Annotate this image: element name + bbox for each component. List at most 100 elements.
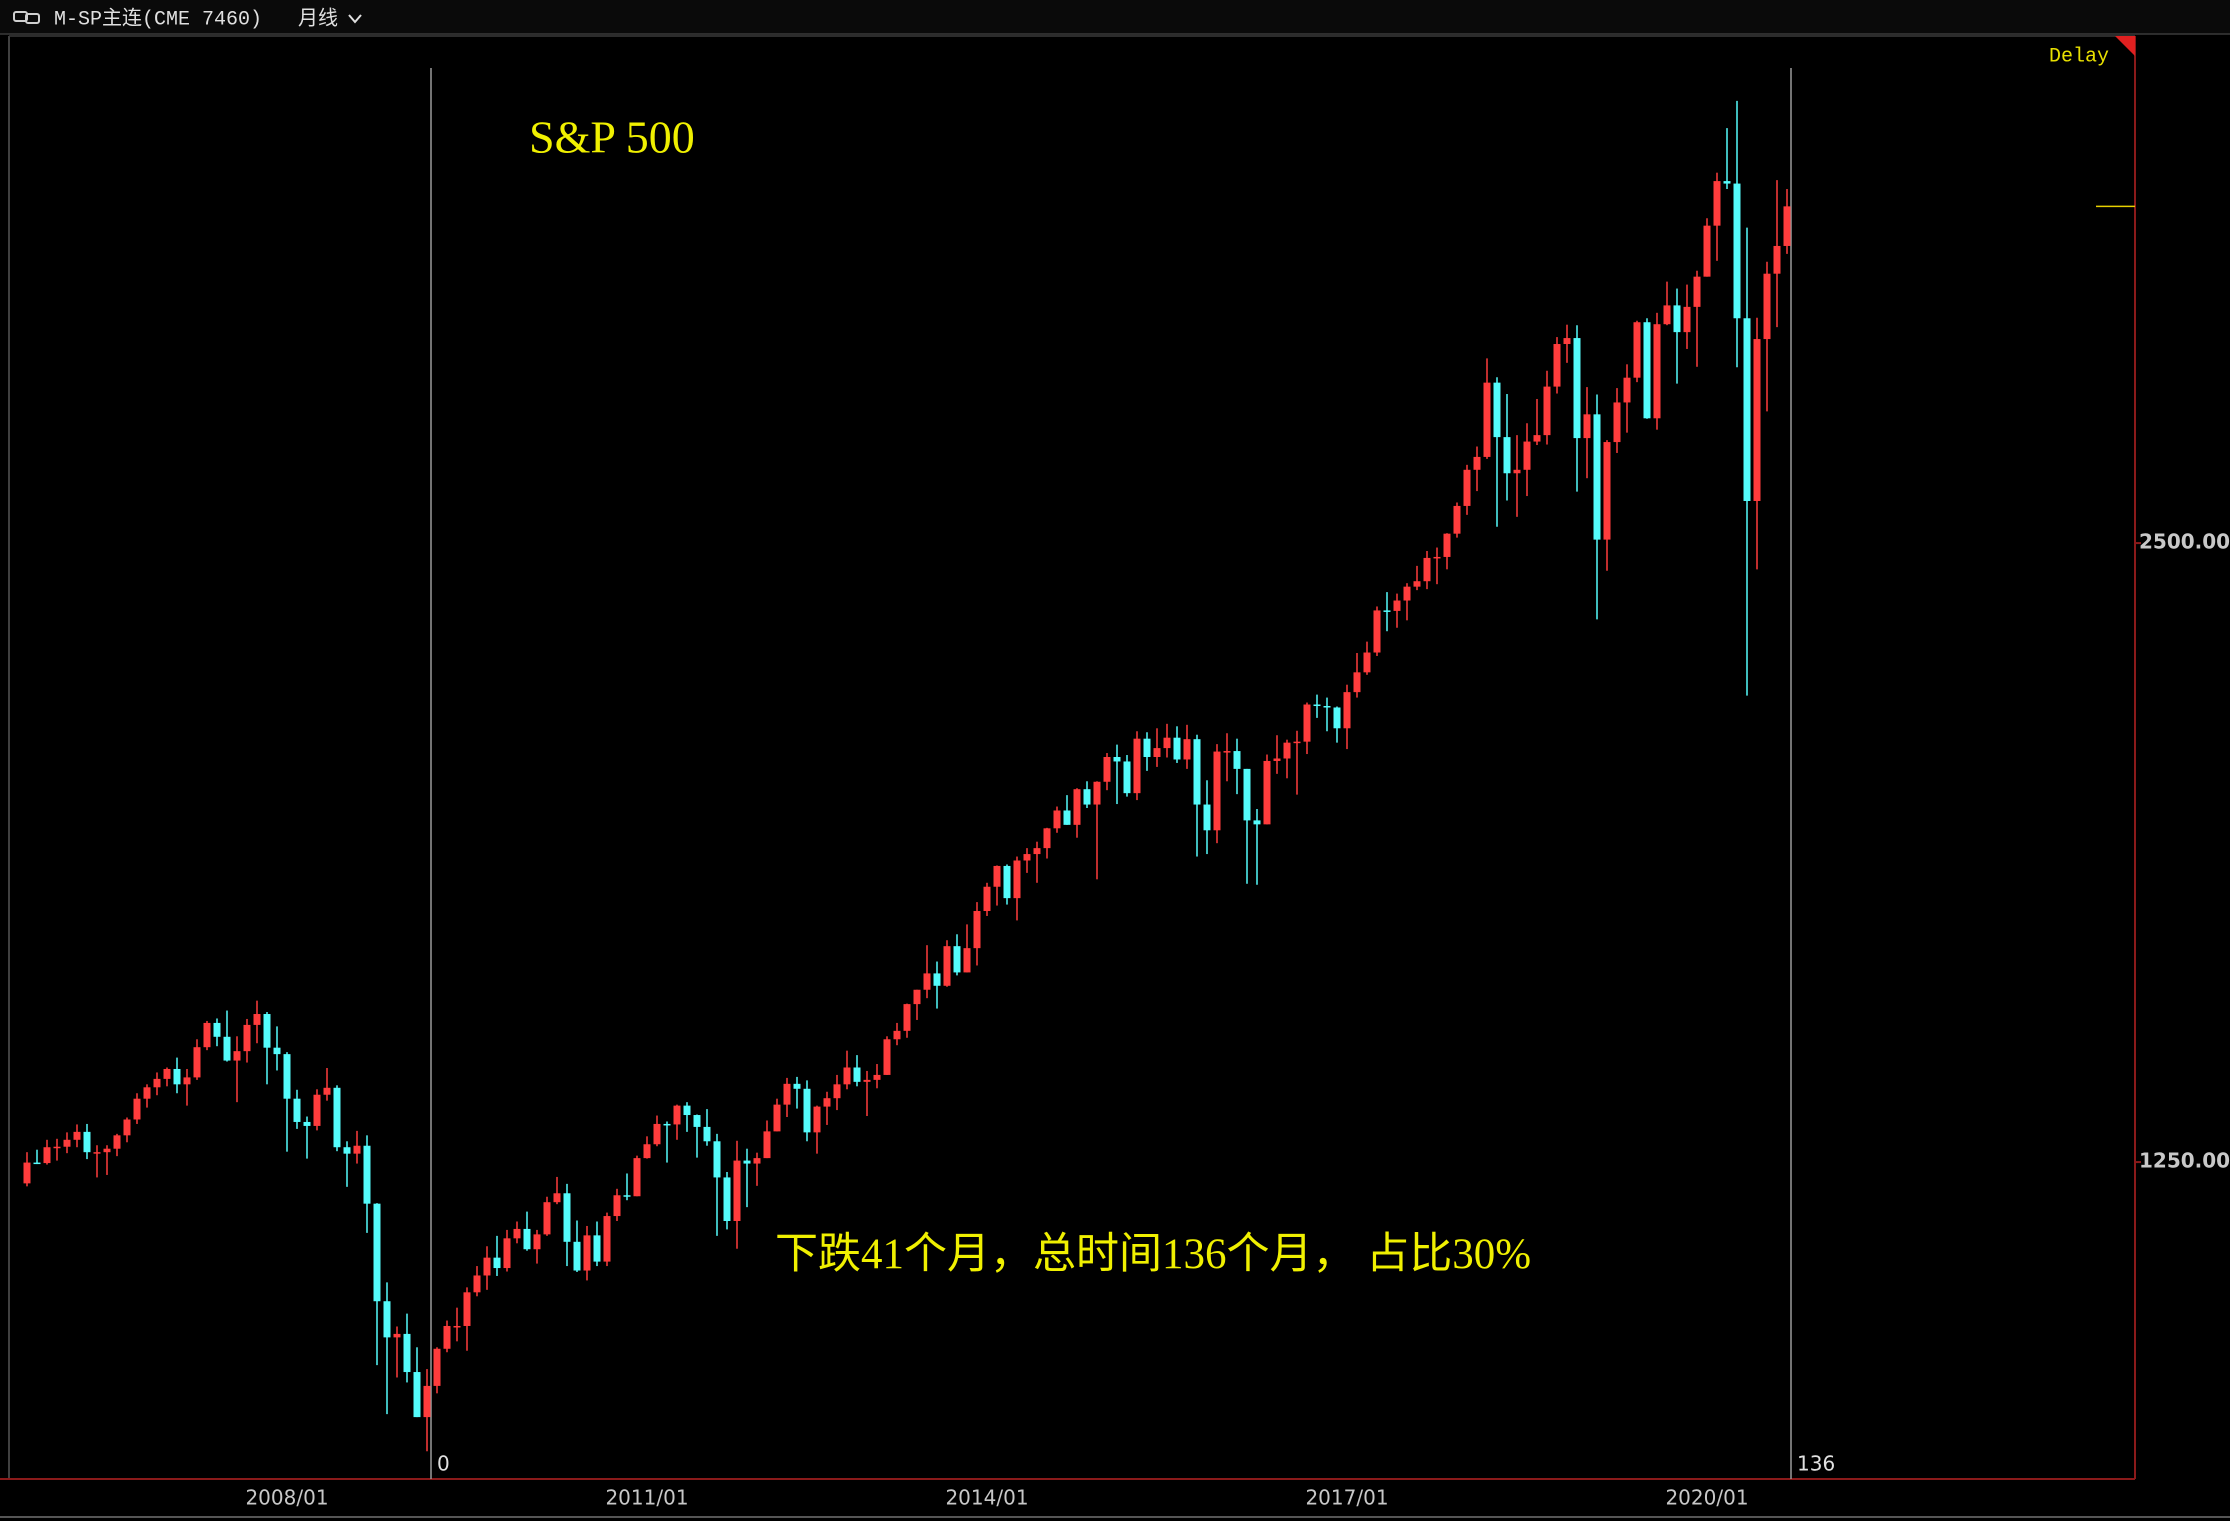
candle-body bbox=[1373, 610, 1381, 653]
candle-body bbox=[653, 1123, 661, 1145]
candle-body bbox=[1593, 414, 1601, 540]
candle-body bbox=[1723, 181, 1731, 184]
candle-body bbox=[943, 946, 951, 986]
candle-body bbox=[1133, 738, 1141, 794]
candle-body bbox=[263, 1014, 271, 1048]
candle-body bbox=[153, 1078, 161, 1088]
candle-body bbox=[1673, 305, 1681, 333]
candle-body bbox=[293, 1098, 301, 1122]
candle-body bbox=[1003, 865, 1011, 899]
candle-body bbox=[1263, 760, 1271, 825]
candle-body bbox=[1553, 344, 1561, 387]
candle-body bbox=[1633, 322, 1641, 378]
candle-body bbox=[1393, 600, 1401, 611]
candle-body bbox=[863, 1079, 871, 1082]
annotation: 下跌41个月，总时间136个月， 占比30% bbox=[775, 1231, 1531, 1278]
candle-body bbox=[993, 865, 1001, 887]
candle-body bbox=[343, 1147, 351, 1154]
candle-body bbox=[703, 1126, 711, 1142]
candle-body bbox=[963, 948, 971, 973]
candle-body bbox=[893, 1030, 901, 1040]
candle-body bbox=[733, 1160, 741, 1222]
candle-body bbox=[333, 1087, 341, 1148]
candle-body bbox=[1303, 704, 1311, 742]
candle-body bbox=[253, 1014, 261, 1025]
candle-body bbox=[1213, 751, 1221, 831]
candle-body bbox=[573, 1241, 581, 1271]
candle-body bbox=[613, 1195, 621, 1217]
candle-body bbox=[513, 1228, 521, 1239]
candle-body bbox=[533, 1234, 541, 1250]
candle-body bbox=[603, 1216, 611, 1262]
x-tick-label: 2014/01 bbox=[945, 1486, 1028, 1510]
period-dropdown-arrow[interactable] bbox=[348, 14, 362, 24]
candle-body bbox=[1143, 738, 1151, 758]
candle-body bbox=[563, 1193, 571, 1242]
candle-body bbox=[43, 1147, 51, 1164]
instrument-title: M-SP主连(CME 7460) bbox=[54, 6, 262, 31]
x-tick-label: 2017/01 bbox=[1305, 1486, 1388, 1510]
candle-body bbox=[1103, 757, 1111, 782]
candle-body bbox=[483, 1257, 491, 1276]
candle-body bbox=[83, 1131, 91, 1153]
period-selector[interactable]: 月线 bbox=[298, 6, 338, 30]
candle-body bbox=[73, 1131, 81, 1140]
candle-body bbox=[1413, 581, 1421, 587]
candle-body bbox=[173, 1068, 181, 1085]
candle-body bbox=[1683, 306, 1691, 333]
candle-body bbox=[273, 1047, 281, 1055]
candle-body bbox=[903, 1004, 911, 1031]
candle-body bbox=[1743, 318, 1751, 501]
candle-body bbox=[973, 911, 981, 949]
candle-body bbox=[313, 1094, 321, 1126]
candle-body bbox=[813, 1106, 821, 1133]
candle-body bbox=[303, 1121, 311, 1126]
candle-body bbox=[53, 1146, 61, 1149]
chart-title: S&P 500 bbox=[529, 112, 695, 163]
candle-body bbox=[1113, 757, 1121, 762]
candle-body bbox=[1463, 469, 1471, 506]
candle-body bbox=[1253, 820, 1261, 825]
candle-body bbox=[323, 1087, 331, 1095]
candle-body bbox=[1453, 505, 1461, 534]
candle-body bbox=[673, 1105, 681, 1125]
candle-body bbox=[1573, 338, 1581, 439]
candle-body bbox=[1473, 456, 1481, 470]
candle-body bbox=[773, 1104, 781, 1132]
candle-body bbox=[763, 1131, 771, 1159]
candle-body bbox=[1183, 739, 1191, 760]
candle-body bbox=[1233, 751, 1241, 769]
delay-label: Delay bbox=[2049, 45, 2109, 68]
candle-body bbox=[793, 1083, 801, 1089]
candle-body bbox=[543, 1202, 551, 1235]
candle-body bbox=[1653, 324, 1661, 419]
candle-body bbox=[803, 1088, 811, 1133]
candle-body bbox=[723, 1177, 731, 1222]
candle-body bbox=[1063, 810, 1071, 825]
candle-body bbox=[23, 1162, 31, 1184]
candle-body bbox=[453, 1325, 461, 1328]
candle-body bbox=[243, 1024, 251, 1052]
candle-body bbox=[1403, 586, 1411, 601]
candle-body bbox=[683, 1105, 691, 1116]
candle-body bbox=[553, 1193, 561, 1203]
candle-body bbox=[1163, 737, 1171, 749]
candle-body bbox=[113, 1135, 121, 1149]
candle-body bbox=[753, 1158, 761, 1164]
candle-body bbox=[833, 1084, 841, 1099]
candle-body bbox=[693, 1115, 701, 1127]
marker-label: 136 bbox=[1797, 1452, 1835, 1476]
candle-body bbox=[1203, 804, 1211, 831]
candle-body bbox=[413, 1372, 421, 1418]
candle-body bbox=[913, 989, 921, 1005]
candle-body bbox=[1763, 273, 1771, 340]
candle-body bbox=[433, 1348, 441, 1386]
candle-body bbox=[523, 1228, 531, 1250]
candle-body bbox=[123, 1119, 131, 1136]
corner-flag bbox=[2115, 36, 2135, 56]
candle-body bbox=[183, 1077, 191, 1085]
candle-body bbox=[873, 1074, 881, 1080]
candle-body bbox=[1733, 183, 1741, 319]
candle-body bbox=[953, 946, 961, 973]
